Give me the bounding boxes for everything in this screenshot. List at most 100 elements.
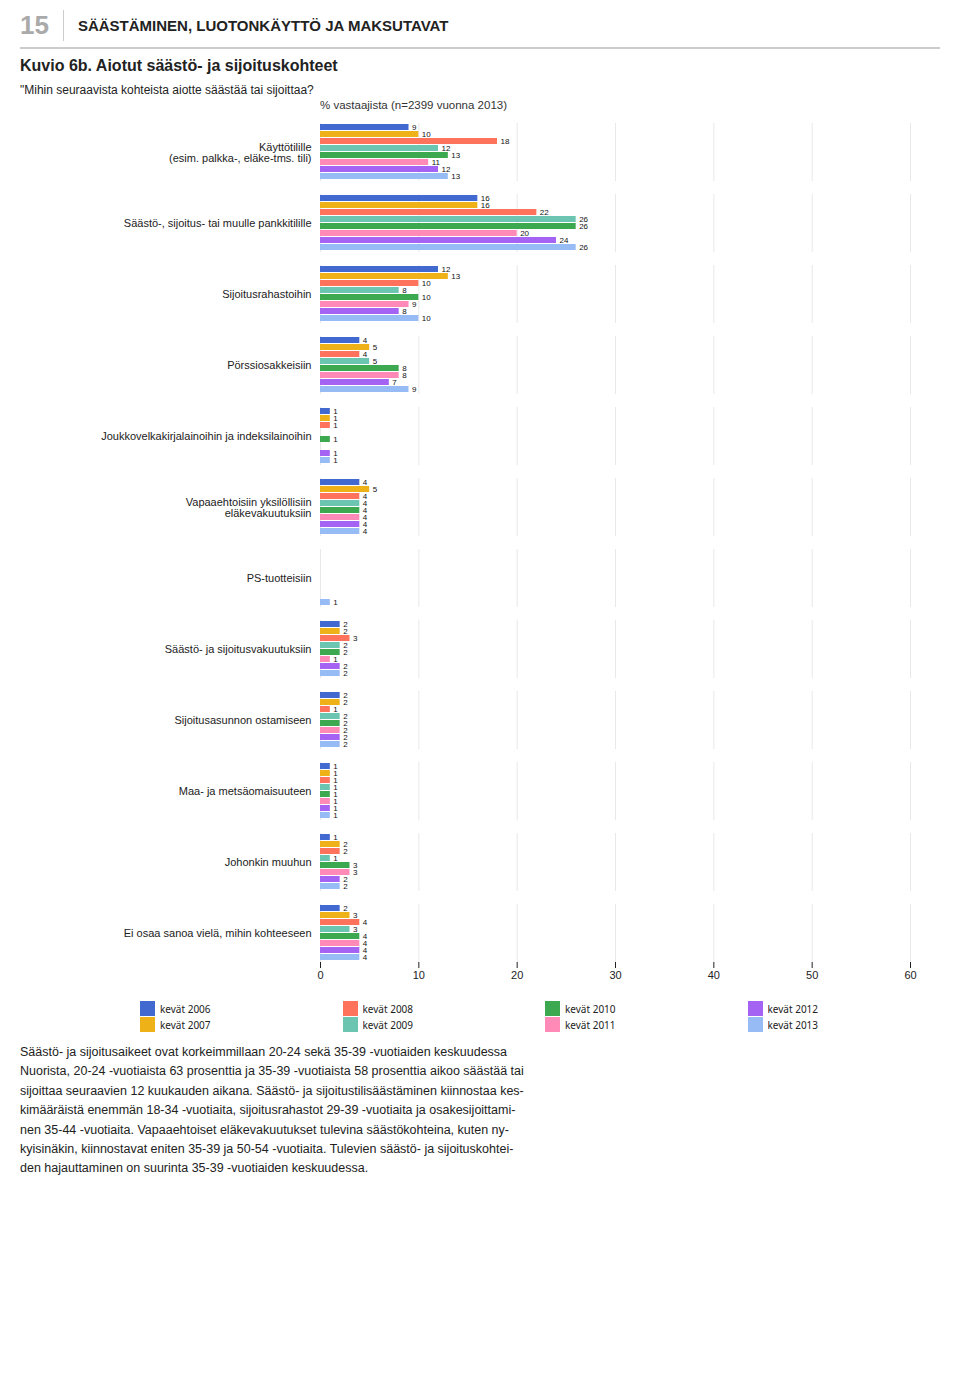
svg-text:Ei osaa sanoa vielä, mihin koh: Ei osaa sanoa vielä, mihin kohteeseen bbox=[124, 927, 312, 939]
svg-text:5: 5 bbox=[373, 343, 378, 352]
svg-text:10: 10 bbox=[413, 969, 425, 981]
svg-text:8: 8 bbox=[402, 307, 407, 316]
svg-text:8: 8 bbox=[402, 364, 407, 374]
svg-text:Käyttötilille(esim. palkka-, e: Käyttötilille(esim. palkka-, eläke-tms. … bbox=[169, 141, 311, 164]
svg-text:4: 4 bbox=[362, 506, 368, 516]
html-text:kevät 2012: kevät 2012 bbox=[767, 1001, 819, 1016]
svg-text:2: 2 bbox=[343, 904, 348, 913]
svg-text:24: 24 bbox=[560, 236, 569, 245]
svg-text:5: 5 bbox=[373, 485, 378, 494]
html-text:kevät 2011: kevät 2011 bbox=[565, 1017, 616, 1032]
svg-text:13: 13 bbox=[451, 172, 460, 181]
svg-text:Maa- ja metsäomaisuuteen: Maa- ja metsäomaisuuteen bbox=[179, 785, 312, 797]
svg-text:4: 4 bbox=[362, 513, 368, 523]
svg-text:Vapaaehtoisiin yksilöllisiinel: Vapaaehtoisiin yksilöllisiineläkevakuutu… bbox=[186, 496, 312, 519]
svg-text:30: 30 bbox=[609, 969, 621, 981]
svg-text:26: 26 bbox=[579, 215, 589, 225]
svg-text:1: 1 bbox=[333, 407, 338, 417]
svg-text:13: 13 bbox=[451, 151, 460, 160]
html-text:kevät 2007: kevät 2007 bbox=[160, 1017, 211, 1032]
svg-text:4: 4 bbox=[363, 336, 368, 345]
html-text:kevät 2010: kevät 2010 bbox=[565, 1001, 616, 1016]
svg-text:3: 3 bbox=[353, 911, 358, 920]
svg-text:2: 2 bbox=[343, 740, 348, 749]
svg-text:Säästö-, sijoitus- tai muulle: Säästö-, sijoitus- tai muulle pankkitili… bbox=[124, 217, 312, 229]
svg-text:10: 10 bbox=[422, 130, 431, 139]
svg-text:2: 2 bbox=[343, 882, 348, 891]
svg-text:1: 1 bbox=[333, 655, 338, 664]
svg-text:20: 20 bbox=[511, 969, 523, 981]
svg-text:40: 40 bbox=[708, 969, 720, 981]
svg-text:60: 60 bbox=[904, 969, 916, 981]
svg-text:4: 4 bbox=[363, 527, 368, 536]
html-text:Kuvio 6b. Aiotut säästö- ja si: Kuvio 6b. Aiotut säästö- ja sijoituskoht… bbox=[20, 57, 338, 74]
svg-text:11: 11 bbox=[432, 158, 441, 167]
svg-text:2: 2 bbox=[343, 698, 348, 707]
svg-text:3: 3 bbox=[353, 868, 358, 877]
svg-text:4: 4 bbox=[363, 478, 368, 487]
svg-text:Joukkovelkakirjalainoihin ja i: Joukkovelkakirjalainoihin ja indeksilain… bbox=[101, 430, 311, 442]
svg-text:4: 4 bbox=[362, 499, 368, 509]
svg-text:1: 1 bbox=[333, 833, 338, 842]
svg-text:10: 10 bbox=[422, 314, 431, 323]
svg-text:3: 3 bbox=[353, 634, 358, 643]
svg-text:2: 2 bbox=[343, 627, 348, 636]
svg-text:12: 12 bbox=[442, 165, 451, 174]
svg-text:12: 12 bbox=[442, 265, 451, 274]
html-text:15: 15 bbox=[20, 10, 49, 40]
html-text:"Mihin seuraavista kohteista a: "Mihin seuraavista kohteista aiotte sääs… bbox=[20, 83, 314, 97]
svg-text:9: 9 bbox=[412, 123, 417, 132]
svg-text:5: 5 bbox=[373, 357, 378, 366]
svg-text:16: 16 bbox=[480, 194, 490, 204]
svg-text:1: 1 bbox=[333, 456, 338, 465]
svg-text:26: 26 bbox=[579, 222, 588, 231]
svg-text:1: 1 bbox=[333, 435, 338, 444]
svg-text:4: 4 bbox=[363, 918, 368, 927]
svg-text:PS-tuotteisiin: PS-tuotteisiin bbox=[247, 572, 312, 584]
svg-text:1: 1 bbox=[333, 705, 338, 714]
html-text:% vastaajista (n=2399 vuonna 2: % vastaajista (n=2399 vuonna 2013) bbox=[320, 99, 507, 111]
svg-text:Johonkin muuhun: Johonkin muuhun bbox=[225, 856, 312, 868]
html-text:kevät 2013: kevät 2013 bbox=[767, 1017, 819, 1032]
svg-text:1: 1 bbox=[333, 854, 338, 863]
svg-text:22: 22 bbox=[540, 208, 549, 217]
svg-text:20: 20 bbox=[520, 229, 529, 238]
svg-text:26: 26 bbox=[579, 243, 588, 252]
html-text:kevät 2006: kevät 2006 bbox=[160, 1001, 211, 1016]
svg-text:50: 50 bbox=[806, 969, 818, 981]
svg-text:0: 0 bbox=[317, 969, 323, 981]
svg-text:Sijoitusasunnon ostamiseen: Sijoitusasunnon ostamiseen bbox=[175, 714, 312, 726]
svg-text:Säästö- ja sijoitusvakuutuksii: Säästö- ja sijoitusvakuutuksiin bbox=[165, 643, 312, 655]
svg-text:10: 10 bbox=[422, 279, 431, 288]
svg-text:4: 4 bbox=[362, 492, 368, 502]
svg-text:13: 13 bbox=[451, 272, 460, 281]
html-text:SÄÄSTÄMINEN, LUOTONKÄYTTÖ JA M: SÄÄSTÄMINEN, LUOTONKÄYTTÖ JA MAKSUTAVAT bbox=[77, 17, 449, 34]
svg-text:9: 9 bbox=[412, 300, 417, 309]
svg-text:4: 4 bbox=[362, 939, 368, 949]
svg-text:2: 2 bbox=[343, 648, 348, 657]
svg-text:Pörssiosakkeisiin: Pörssiosakkeisiin bbox=[227, 359, 311, 371]
svg-text:4: 4 bbox=[362, 932, 368, 942]
svg-text:1: 1 bbox=[333, 811, 338, 820]
svg-text:4: 4 bbox=[362, 520, 368, 530]
svg-text:16: 16 bbox=[481, 201, 490, 210]
svg-text:12: 12 bbox=[442, 144, 451, 153]
svg-text:18: 18 bbox=[501, 137, 510, 146]
html-text:kevät 2008: kevät 2008 bbox=[362, 1001, 414, 1016]
svg-text:Sijoitusrahastoihin: Sijoitusrahastoihin bbox=[222, 288, 311, 300]
svg-text:7: 7 bbox=[392, 378, 397, 387]
svg-text:10: 10 bbox=[422, 293, 431, 302]
svg-text:2: 2 bbox=[343, 847, 348, 856]
svg-text:8: 8 bbox=[402, 286, 407, 295]
svg-text:2: 2 bbox=[343, 669, 348, 678]
html-text:kevät 2009: kevät 2009 bbox=[362, 1017, 414, 1032]
svg-text:1: 1 bbox=[333, 598, 338, 607]
html-text:Säästö- ja sijoitusaikeet ovat: Säästö- ja sijoitusaikeet ovat korkeimmi… bbox=[20, 1045, 524, 1176]
svg-text:4: 4 bbox=[363, 350, 368, 359]
svg-text:1: 1 bbox=[333, 421, 338, 430]
svg-text:4: 4 bbox=[362, 946, 368, 956]
svg-text:3: 3 bbox=[353, 925, 358, 934]
svg-text:4: 4 bbox=[363, 953, 368, 962]
svg-text:8: 8 bbox=[402, 371, 407, 380]
svg-text:9: 9 bbox=[412, 385, 417, 394]
